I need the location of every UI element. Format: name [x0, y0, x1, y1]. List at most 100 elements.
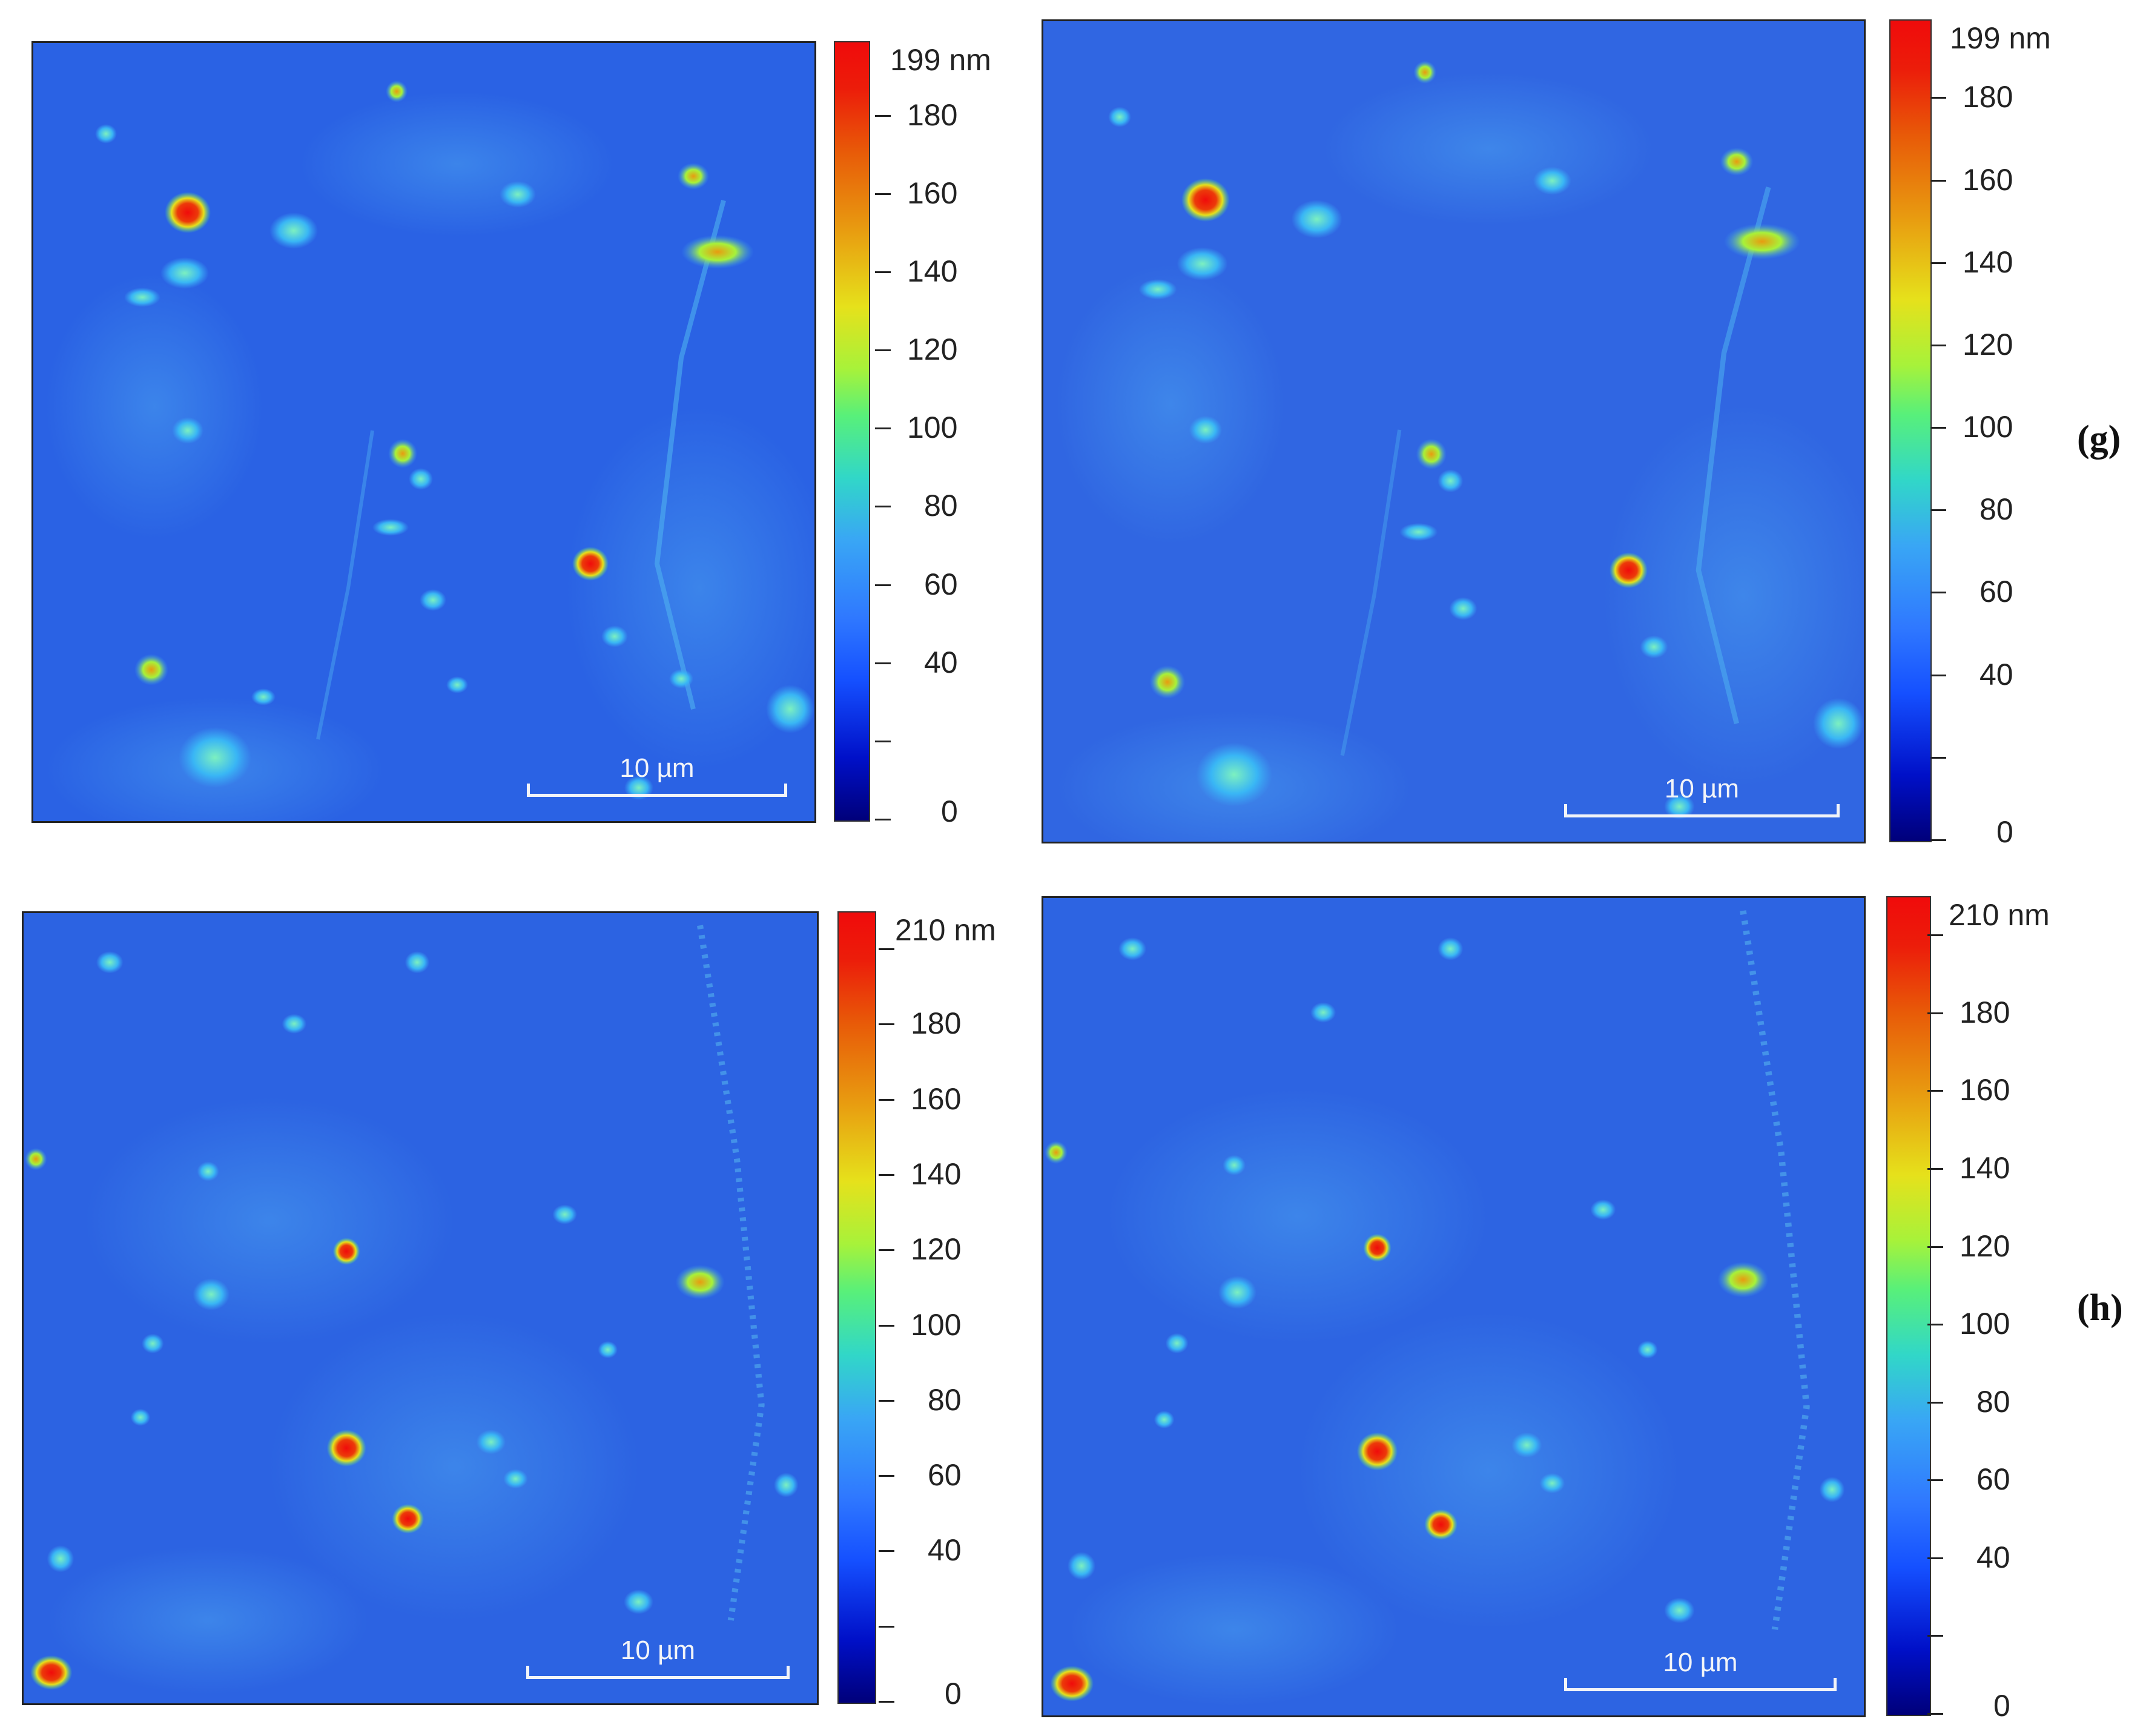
- colorbar-tick: [1927, 1557, 1943, 1559]
- afm-topography: [1043, 898, 1864, 1715]
- colorbar-tick: [879, 1249, 894, 1252]
- colorbar-tick-label: 120: [907, 332, 958, 367]
- colorbar-tick: [875, 740, 891, 742]
- colorbar-tick-label: 40: [924, 645, 958, 679]
- colorbar-tick: [879, 1701, 894, 1703]
- colorbar-tick: [1927, 1090, 1943, 1092]
- afm-height-map: 10 µm: [1042, 19, 1866, 843]
- colorbar-tick-label: 0: [1993, 1689, 2010, 1723]
- afm-topography: [33, 43, 814, 821]
- colorbar-tick: [1927, 1168, 1943, 1170]
- scale-bar-label: 10 µm: [619, 753, 695, 783]
- colorbar-tick: [1930, 756, 1946, 759]
- colorbar-tick-label: 100: [1960, 1307, 2010, 1341]
- panel-label-g: (g): [2077, 418, 2121, 460]
- colorbar-tick: [875, 819, 891, 820]
- afm-height-map: 10 µm: [1042, 896, 1866, 1717]
- scale-bar-line: [527, 784, 787, 797]
- colorbar-tick: [1927, 1479, 1943, 1482]
- colorbar-tick: [875, 662, 891, 664]
- colorbar-max-label: 199 nm: [890, 43, 991, 77]
- colorbar-tick-label: 180: [1960, 995, 2010, 1029]
- colorbar-tick-label: 100: [911, 1307, 962, 1342]
- colorbar-tick: [879, 1475, 894, 1477]
- colorbar-tick: [875, 584, 891, 586]
- afm-height-map: 10 µm: [22, 911, 819, 1705]
- colorbar-tick-label: 100: [1963, 410, 2013, 444]
- colorbar-tick: [875, 506, 891, 508]
- colorbar-tick: [1927, 1246, 1943, 1248]
- colorbar-tick-label: 160: [911, 1081, 962, 1116]
- colorbar-tick-label: 80: [1976, 1384, 2010, 1419]
- colorbar-tick-label: 60: [1976, 1462, 2010, 1497]
- colorbar-tick: [1930, 262, 1946, 264]
- colorbar-tick: [1927, 1401, 1943, 1404]
- colorbar-tick: [1930, 344, 1946, 346]
- colorbar-tick: [879, 1174, 894, 1176]
- colorbar-tick-label: 40: [928, 1533, 962, 1568]
- colorbar-tick-label: 0: [941, 794, 958, 828]
- colorbar-tick: [1930, 674, 1946, 676]
- colorbar-tick: [879, 948, 894, 951]
- colorbar-tick: [1930, 97, 1946, 99]
- colorbar-tick-label: 60: [1980, 575, 2013, 609]
- scale-bar-line: [1564, 804, 1840, 817]
- colorbar: [837, 911, 876, 1704]
- colorbar-tick-label: 140: [1960, 1151, 2010, 1185]
- colorbar-tick-label: 60: [928, 1458, 962, 1493]
- colorbar-tick: [875, 193, 891, 195]
- colorbar-tick-label: 80: [924, 489, 958, 523]
- afm-height-map: 10 µm: [31, 41, 816, 823]
- afm-topography: [1043, 21, 1864, 842]
- colorbar-tick: [1930, 427, 1946, 429]
- colorbar-tick: [879, 1625, 894, 1628]
- colorbar-tick-label: 160: [1960, 1073, 2010, 1107]
- colorbar-tick: [879, 1399, 894, 1402]
- colorbar-tick-label: 0: [1996, 815, 2013, 849]
- colorbar-tick-label: 60: [924, 567, 958, 601]
- colorbar-tick: [1930, 179, 1946, 182]
- colorbar-tick-label: 160: [1963, 162, 2013, 197]
- scale-bar: 10 µm: [1564, 1631, 1837, 1691]
- colorbar-tick: [879, 1023, 894, 1026]
- colorbar-tick: [1927, 1324, 1943, 1326]
- colorbar-tick-label: 40: [1976, 1540, 2010, 1574]
- colorbar-tick-label: 160: [907, 176, 958, 210]
- scale-bar-label: 10 µm: [1663, 1648, 1738, 1677]
- afm-topography: [24, 913, 817, 1703]
- colorbar-tick-label: 140: [1963, 245, 2013, 279]
- colorbar-tick-label: 180: [907, 97, 958, 132]
- scale-bar-label: 10 µm: [620, 1635, 696, 1665]
- colorbar-tick-label: 0: [945, 1677, 962, 1711]
- colorbar-tick-label: 180: [911, 1006, 962, 1041]
- colorbar-tick: [875, 427, 891, 430]
- colorbar-tick: [875, 114, 891, 117]
- colorbar-tick-label: 100: [907, 411, 958, 445]
- scale-bar-line: [526, 1666, 790, 1679]
- colorbar-tick: [1927, 1635, 1943, 1637]
- scale-bar: 10 µm: [1564, 757, 1840, 817]
- scale-bar: 10 µm: [526, 1619, 790, 1679]
- colorbar-tick: [1927, 1012, 1943, 1014]
- colorbar-tick: [1930, 839, 1946, 841]
- colorbar-max-label: 210 nm: [895, 913, 996, 947]
- colorbar: [1889, 19, 1932, 842]
- colorbar-tick: [875, 349, 891, 352]
- colorbar-tick-label: 80: [1980, 492, 2013, 527]
- colorbar-max-label: 210 nm: [1949, 898, 2050, 932]
- colorbar-tick: [1930, 592, 1946, 594]
- colorbar-tick: [875, 271, 891, 273]
- colorbar-tick-label: 120: [1960, 1229, 2010, 1263]
- colorbar-tick-label: 140: [907, 254, 958, 288]
- scale-bar-label: 10 µm: [1664, 774, 1740, 804]
- colorbar-tick-label: 120: [1963, 327, 2013, 361]
- colorbar-tick: [1927, 934, 1943, 937]
- colorbar-tick-label: 180: [1963, 80, 2013, 114]
- colorbar-tick-label: 40: [1980, 657, 2013, 691]
- colorbar: [834, 41, 870, 822]
- colorbar-tick: [879, 1550, 894, 1553]
- colorbar-tick: [879, 1324, 894, 1327]
- colorbar-tick: [879, 1098, 894, 1101]
- colorbar-tick-label: 80: [928, 1382, 962, 1417]
- scale-bar-line: [1564, 1678, 1837, 1691]
